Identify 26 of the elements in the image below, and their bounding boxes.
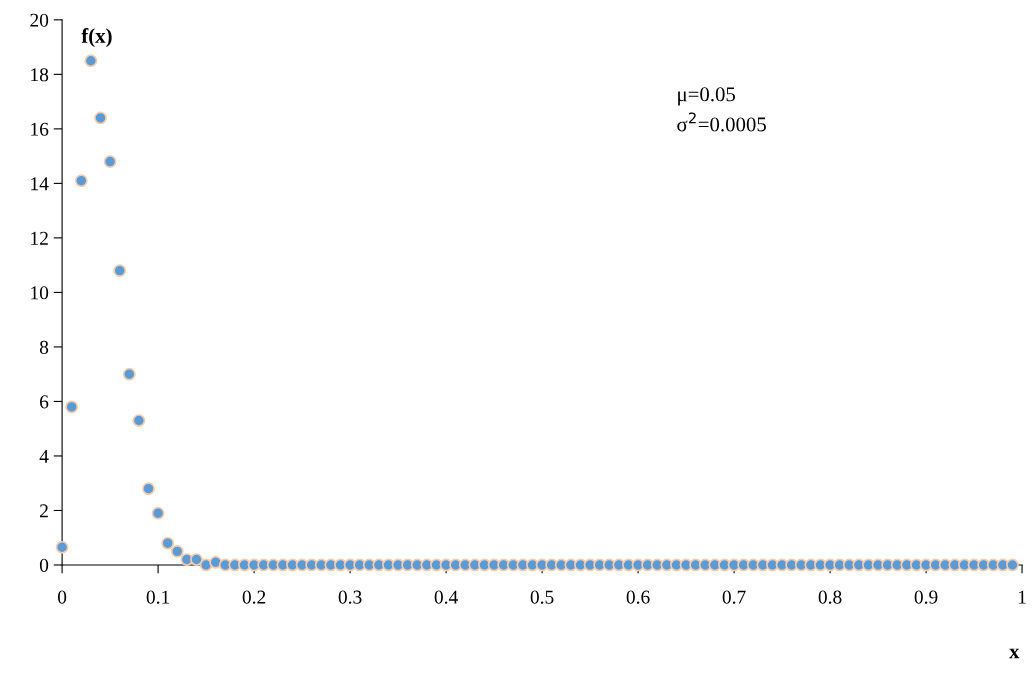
y-tick-label: 20 (30, 13, 49, 27)
x-tick-label: 0.3 (338, 590, 362, 604)
y-tick-label: 8 (39, 340, 49, 354)
x-tick-label: 0.9 (914, 590, 938, 604)
x-tick-label: 1 (1018, 590, 1026, 604)
y-tick-label: 18 (31, 68, 49, 82)
x-tick-label: 0.4 (434, 590, 458, 604)
x-tick-label: 0.2 (242, 590, 266, 604)
y-tick-label: 6 (40, 395, 49, 409)
y-tick-label: 0 (39, 558, 49, 572)
x-axis-title: x (1009, 648, 1020, 659)
x-tick-label: 0.8 (818, 590, 842, 604)
y-tick-label: 12 (31, 231, 48, 245)
x-tick-label: 0.5 (530, 590, 554, 604)
annotation: μ=0.05 (678, 87, 736, 106)
y-tick-label: 10 (31, 286, 49, 300)
x-tick-label: 0.1 (146, 590, 170, 604)
x-tick-label: 0.7 (722, 590, 746, 604)
y-tick-label: 4 (39, 449, 49, 463)
y-axis-title: f(x) (81, 28, 112, 48)
y-tick-label: 2 (40, 504, 48, 518)
y-tick-label: 14 (31, 177, 49, 191)
x-tick-label: 0.6 (626, 590, 650, 604)
annotation: σ$^{2}$=0.0005 (677, 112, 766, 132)
y-tick-label: 16 (31, 122, 49, 136)
x-tick-label: 0 (57, 590, 67, 604)
